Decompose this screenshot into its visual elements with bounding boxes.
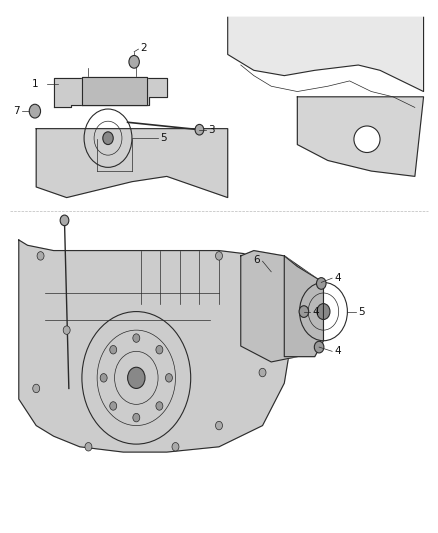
Circle shape [156,402,163,410]
Polygon shape [228,17,424,92]
Circle shape [33,384,40,393]
Text: 4: 4 [313,306,319,317]
Circle shape [133,414,140,422]
Ellipse shape [354,126,380,152]
Circle shape [100,374,107,382]
Text: 2: 2 [141,43,147,53]
Polygon shape [53,78,167,108]
Polygon shape [19,240,293,452]
Circle shape [166,374,173,382]
Circle shape [129,55,139,68]
Circle shape [172,442,179,451]
Polygon shape [36,128,228,198]
Circle shape [156,345,163,354]
Circle shape [110,402,117,410]
Circle shape [85,442,92,451]
Circle shape [133,334,140,342]
Polygon shape [297,97,424,176]
Circle shape [299,306,309,317]
Circle shape [317,278,326,289]
Circle shape [37,252,44,260]
Text: 5: 5 [358,306,365,317]
Text: 5: 5 [160,133,167,143]
Circle shape [29,104,41,118]
Text: 4: 4 [334,273,341,283]
Circle shape [103,132,113,144]
Text: 3: 3 [208,125,215,135]
Circle shape [314,341,324,353]
Polygon shape [241,251,315,362]
Circle shape [127,367,145,389]
Circle shape [110,345,117,354]
Text: 6: 6 [254,255,260,265]
Text: 4: 4 [334,346,341,357]
Polygon shape [284,256,323,357]
Circle shape [215,421,223,430]
Circle shape [60,215,69,225]
Text: 1: 1 [32,78,39,88]
Circle shape [195,124,204,135]
Text: 7: 7 [13,106,20,116]
Circle shape [317,304,330,319]
Circle shape [259,368,266,377]
Circle shape [63,326,70,334]
Circle shape [215,252,223,260]
Polygon shape [82,77,147,105]
